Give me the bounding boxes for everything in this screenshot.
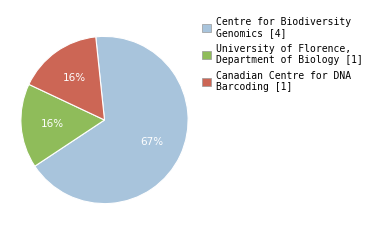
- Wedge shape: [29, 37, 104, 120]
- Legend: Centre for Biodiversity
Genomics [4], University of Florence,
Department of Biol: Centre for Biodiversity Genomics [4], Un…: [203, 17, 363, 92]
- Wedge shape: [35, 36, 188, 204]
- Text: 16%: 16%: [63, 73, 86, 83]
- Text: 67%: 67%: [140, 137, 163, 147]
- Text: 16%: 16%: [41, 119, 64, 129]
- Wedge shape: [21, 84, 104, 166]
